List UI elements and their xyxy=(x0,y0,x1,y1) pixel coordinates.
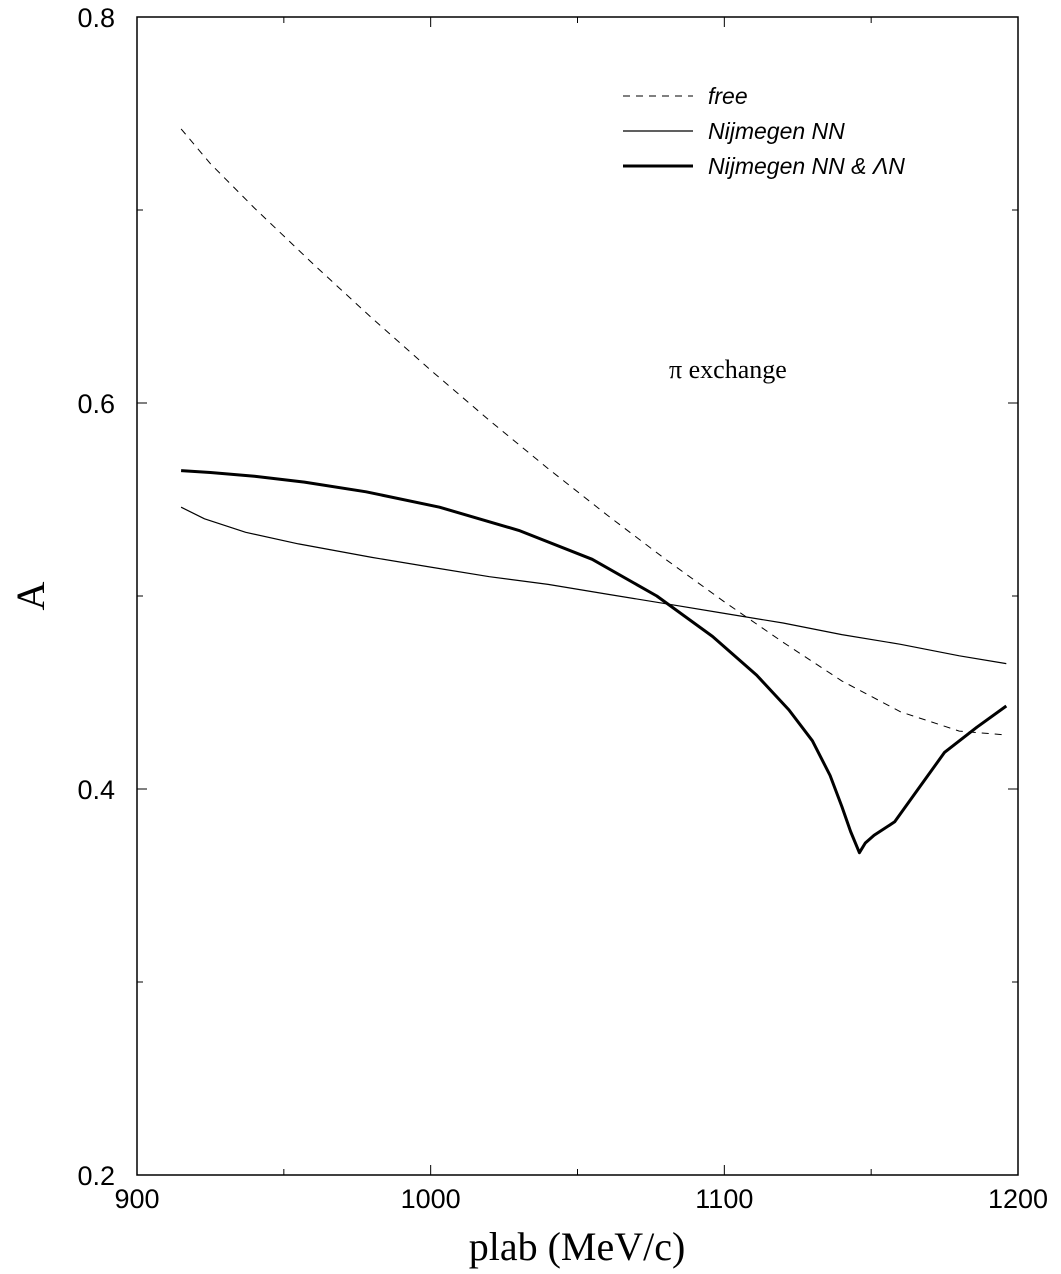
x-tick-label: 1200 xyxy=(988,1184,1048,1214)
y-tick-label: 0.4 xyxy=(77,775,115,805)
y-axis-title: A xyxy=(8,581,53,610)
y-tick-label: 0.2 xyxy=(77,1161,115,1191)
legend-label-nijmegen-nn: Nijmegen NN xyxy=(708,118,845,144)
legend: free Nijmegen NN Nijmegen NN & ΛN xyxy=(623,83,905,179)
series-line-0 xyxy=(180,128,1007,736)
y-tick-label: 0.8 xyxy=(77,3,115,33)
pi-exchange-annotation: π exchange xyxy=(669,355,787,384)
x-tick-label: 1100 xyxy=(695,1184,753,1214)
series-lines xyxy=(180,128,1008,855)
tick-labels: 900 1000 1100 1200 0.2 0.4 0.6 0.8 xyxy=(77,3,1048,1214)
x-axis-title: plab (MeV/c) xyxy=(469,1224,686,1269)
legend-label-nijmegen-nn-lambda-n: Nijmegen NN & ΛN xyxy=(708,153,905,179)
x-tick-label: 900 xyxy=(114,1184,159,1214)
plot-frame xyxy=(136,16,1019,1176)
y-tick-label: 0.6 xyxy=(77,389,115,419)
axis-ticks xyxy=(136,16,1019,1176)
x-tick-label: 1000 xyxy=(401,1184,461,1214)
series-line-1 xyxy=(180,506,1007,665)
series-line-2 xyxy=(181,469,1008,855)
legend-label-free: free xyxy=(708,83,748,109)
